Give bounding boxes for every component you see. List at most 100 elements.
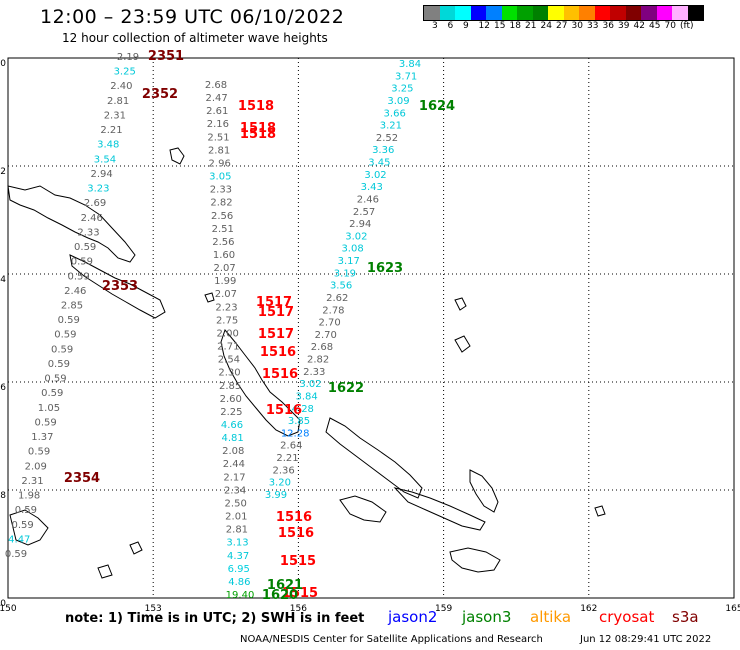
wave-height-value: 2.09 (25, 461, 47, 472)
wave-height-value: 3.48 (97, 140, 119, 151)
colorbar-label: 9 (463, 21, 469, 31)
footnote: note: 1) Time is in UTC; 2) SWH is in fe… (65, 611, 365, 626)
wave-height-value: 2.23 (215, 302, 237, 313)
pass-number-label: 1517 (258, 305, 294, 320)
colorbar-swatch (470, 6, 486, 20)
colorbar-label: 3 (432, 21, 438, 31)
wave-height-value: 0.59 (5, 549, 27, 560)
wave-height-value: 2.78 (322, 305, 344, 316)
island-small-4 (204, 292, 215, 303)
wave-height-value: 2.54 (218, 355, 240, 366)
wave-height-value: 2.94 (91, 169, 113, 180)
map-title: 12:00 – 23:59 UTC 06/10/2022 (40, 6, 345, 28)
wave-height-value: 3.02 (345, 231, 367, 242)
wave-height-value: 2.46 (357, 194, 379, 205)
wave-height-value: 2.70 (318, 318, 340, 329)
pass-number-label: 1517 (256, 295, 292, 310)
wave-height-value: 0.59 (28, 447, 50, 458)
wave-height-value: 3.71 (395, 71, 417, 82)
pass-number-label: 1518 (240, 121, 276, 136)
map-frame (7, 57, 735, 599)
longitude-label: 156 (290, 604, 307, 614)
satellite-legend-cryosat: cryosat (599, 608, 655, 626)
santa-isabel-coast (393, 487, 486, 531)
wave-height-value: 2.46 (64, 286, 86, 297)
wave-height-value: 2.21 (100, 125, 122, 136)
wave-height-value: 3.23 (87, 184, 109, 195)
wave-height-value: 3.36 (372, 145, 394, 156)
wave-height-value: 2.85 (219, 381, 241, 392)
longitude-label: 153 (145, 604, 162, 614)
wave-height-value: 2.34 (224, 485, 246, 496)
wave-height-colorbar (423, 5, 704, 21)
wave-height-value: 3.05 (209, 172, 231, 183)
wave-height-value: 2.46 (81, 213, 103, 224)
latitude-label: -8 (0, 491, 6, 501)
pass-number-label: 2352 (142, 87, 178, 102)
island-small-5 (129, 541, 143, 555)
colorbar-label: 70 (664, 21, 676, 31)
colorbar-swatch (532, 6, 548, 20)
credit-text: NOAA/NESDIS Center for Satellite Applica… (240, 634, 543, 645)
map-grid: 150 153 156 159 162 165 0 -2 -4 -6 -8 -10 (0, 57, 740, 614)
wave-height-value: 2.47 (205, 93, 227, 104)
colorbar-label: 27 (556, 21, 568, 31)
colorbar-swatch (548, 6, 564, 20)
colorbar-swatch (455, 6, 471, 20)
wave-height-value: 2.82 (210, 198, 232, 209)
wave-height-value: 2.56 (211, 211, 233, 222)
map-subtitle: 12 hour collection of altimeter wave hei… (62, 31, 328, 45)
colorbar-swatch (424, 6, 440, 20)
wave-height-value: 4.81 (221, 433, 243, 444)
longitude-label: 162 (580, 604, 597, 614)
wave-height-value: 0.59 (41, 388, 63, 399)
latitude-label: -10 (0, 599, 6, 609)
wave-height-value: 0.59 (44, 374, 66, 385)
pass-number-label: 2353 (102, 279, 138, 294)
wave-height-value: 2.68 (311, 342, 333, 353)
wave-height-value: 3.19 (334, 268, 356, 279)
colorbar-swatch (625, 6, 641, 20)
wave-height-value: 2.33 (77, 227, 99, 238)
wave-height-value: 2.52 (376, 133, 398, 144)
colorbar-swatch (579, 6, 595, 20)
colorbar-swatch (501, 6, 517, 20)
wave-height-value: 6.95 (228, 564, 250, 575)
wave-height-value: 2.25 (220, 407, 242, 418)
wave-height-value: 3.08 (341, 244, 363, 255)
colorbar-swatch (517, 6, 533, 20)
wave-height-value: 0.59 (48, 359, 70, 370)
colorbar-swatch (641, 6, 657, 20)
wave-height-value: 2.21 (276, 453, 298, 464)
satellite-legend-jason3: jason3 (462, 608, 512, 626)
pass-number-label: 2354 (64, 471, 100, 486)
wave-height-value: 2.60 (220, 394, 242, 405)
wave-height-value: 1.05 (38, 403, 60, 414)
new-ireland-south (69, 254, 166, 319)
wave-height-value: 2.69 (84, 198, 106, 209)
wave-height-value: 2.33 (210, 185, 232, 196)
island-small-7 (594, 505, 606, 517)
wave-height-value: 2.70 (315, 330, 337, 341)
pass-number-label: 1518 (238, 99, 274, 114)
wave-height-value: 1.98 (18, 491, 40, 502)
wave-height-value: 2.50 (225, 498, 247, 509)
wave-height-value: 2.81 (226, 525, 248, 536)
colorbar-swatch (610, 6, 626, 20)
pass-number-label: 1516 (262, 367, 298, 382)
wave-height-value: 3.43 (361, 182, 383, 193)
longitude-label: 150 (0, 604, 17, 614)
wave-height-value: 3.02 (364, 170, 386, 181)
colorbar-swatch (439, 6, 455, 20)
new-georgia-coast (339, 495, 387, 523)
wave-height-value: 3.13 (226, 538, 248, 549)
pass-number-label: 1622 (328, 381, 364, 396)
wave-height-value: 1.99 (214, 276, 236, 287)
island-small-6 (97, 564, 113, 579)
wave-height-value: 2.31 (104, 110, 126, 121)
colorbar-label: 39 (618, 21, 630, 31)
wave-height-value: 3.09 (387, 96, 409, 107)
wave-height-value: 2.07 (213, 263, 235, 274)
wave-height-value: 4.86 (228, 577, 250, 588)
